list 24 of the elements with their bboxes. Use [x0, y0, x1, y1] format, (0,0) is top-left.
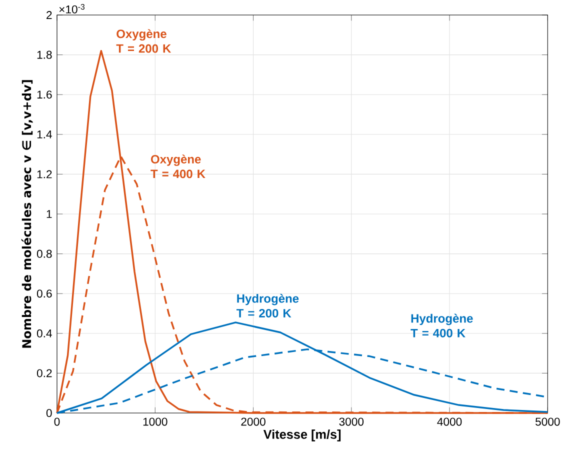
- text: Hydrogène T = 400 K: [410, 314, 473, 338]
- y-tick-label: 1: [46, 210, 52, 218]
- series-label: Oxygène T = 200 K: [116, 29, 172, 53]
- y-tick-label: 0.8: [36, 250, 52, 258]
- y-tick-label: 1.6: [37, 90, 52, 99]
- x-tick-label: 5000: [536, 418, 560, 426]
- y-tick-label: 0.6: [36, 290, 52, 298]
- y-axis-title: Nombre de molécules avec v ∈ [v,v+dv]: [21, 80, 33, 348]
- y-tick-label: 0: [46, 408, 52, 418]
- y-tick-label: 1.4: [37, 130, 52, 138]
- series-label: Oxygène T = 400 K: [150, 154, 206, 178]
- series-label: Hydrogène T = 200 K: [236, 294, 299, 318]
- x-axis-title: Vitesse [m/s]: [263, 430, 341, 442]
- y-tick-label: 1.2: [37, 170, 52, 178]
- text: ×10$^{-3}$: [59, 4, 85, 14]
- x-tick-label: 4000: [437, 418, 462, 426]
- y-tick-label: 1.8: [37, 50, 52, 59]
- y-tick-label: 0.2: [36, 369, 52, 378]
- x-tick-label: 1000: [143, 418, 168, 426]
- x-tick-label: 2000: [241, 418, 266, 426]
- y-tick-label: 2: [46, 11, 52, 19]
- x-tick-label: 0: [54, 418, 60, 426]
- y-tick-label: 0.4: [36, 329, 52, 338]
- x-tick-label: 3000: [339, 418, 364, 426]
